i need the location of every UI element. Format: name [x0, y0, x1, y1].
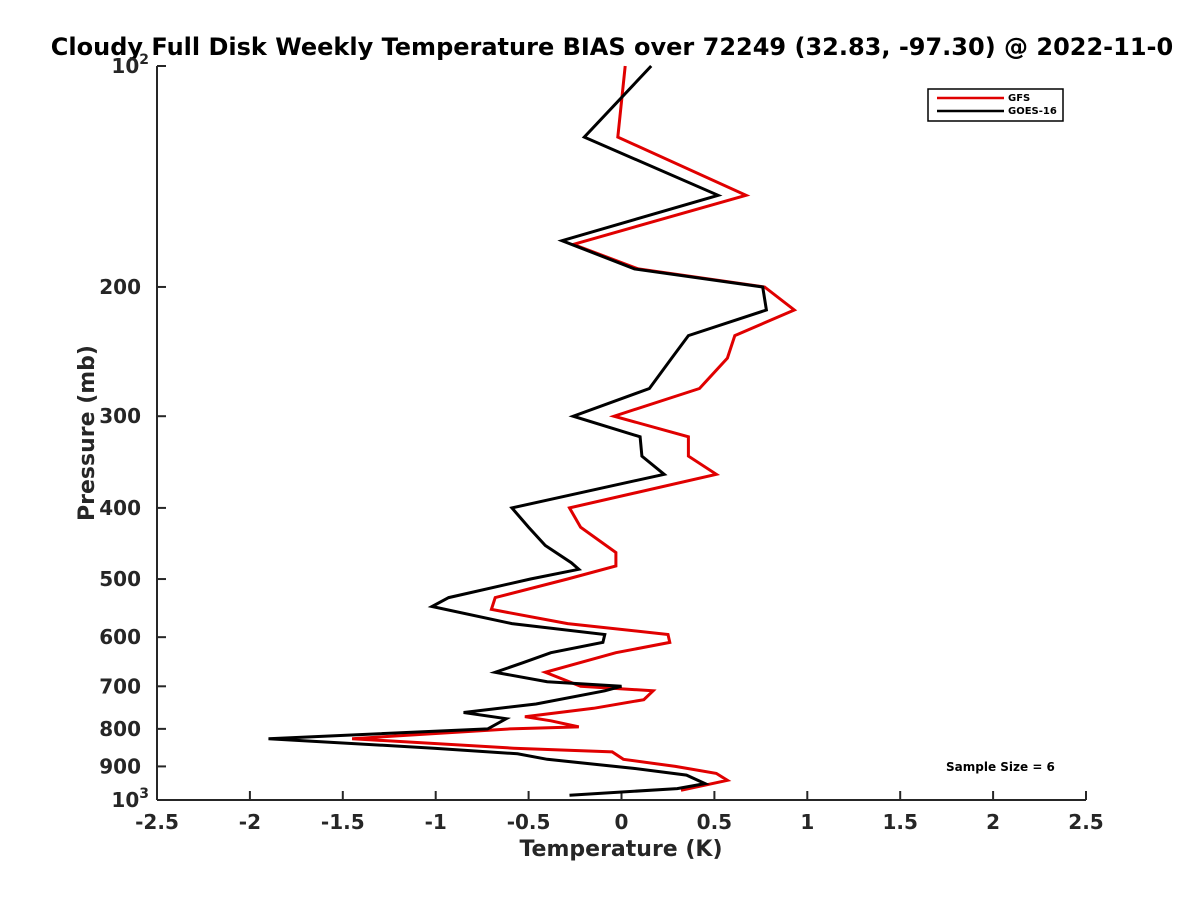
x-tick-label: 1.5: [882, 810, 917, 834]
y-tick-label: 102: [111, 52, 149, 78]
series-line-gfs: [352, 65, 798, 792]
x-tick-label: -1.5: [321, 810, 365, 834]
y-tick-label: 600: [99, 625, 141, 649]
legend-label-gfs: GFS: [1008, 93, 1030, 104]
legend-box: [927, 88, 1064, 122]
y-tick-label: 700: [99, 674, 141, 698]
x-tick-label: 2.5: [1068, 810, 1103, 834]
legend-label-goes16: GOES-16: [1008, 106, 1057, 117]
y-tick-label: 103: [111, 786, 149, 812]
y-tick-label: 800: [99, 717, 141, 741]
y-axis-ticks: 102 200 300 400 500 600 700 800 900 103: [99, 52, 166, 812]
y-tick-label: 900: [99, 754, 141, 778]
chart-title: Cloudy Full Disk Weekly Temperature BIAS…: [51, 33, 1173, 61]
y-axis-label: Pressure (mb): [75, 345, 100, 521]
y-tick-label: 400: [99, 496, 141, 520]
y-tick-label: 500: [99, 567, 141, 591]
y-tick-label: 300: [99, 404, 141, 428]
x-tick-label: 2: [986, 810, 1000, 834]
series-layer: [268, 64, 798, 797]
sample-size-annotation: Sample Size = 6: [946, 760, 1055, 774]
x-axis-label: Temperature (K): [519, 837, 722, 862]
x-axis-ticks: -2.5 -2 -1.5 -1 -0.5 0 0.5 1 1.5 2 2.5: [135, 791, 1104, 834]
x-tick-label: -2: [239, 810, 261, 834]
series-line-goes16: [268, 64, 769, 797]
x-tick-label: -2.5: [135, 810, 179, 834]
x-tick-label: -0.5: [507, 810, 551, 834]
x-tick-label: -1: [425, 810, 447, 834]
x-tick-label: 1: [800, 810, 814, 834]
legend: GFS GOES-16: [927, 88, 1064, 122]
y-tick-label: 200: [99, 275, 141, 299]
x-tick-label: 0: [615, 810, 629, 834]
x-tick-label: 0.5: [697, 810, 732, 834]
